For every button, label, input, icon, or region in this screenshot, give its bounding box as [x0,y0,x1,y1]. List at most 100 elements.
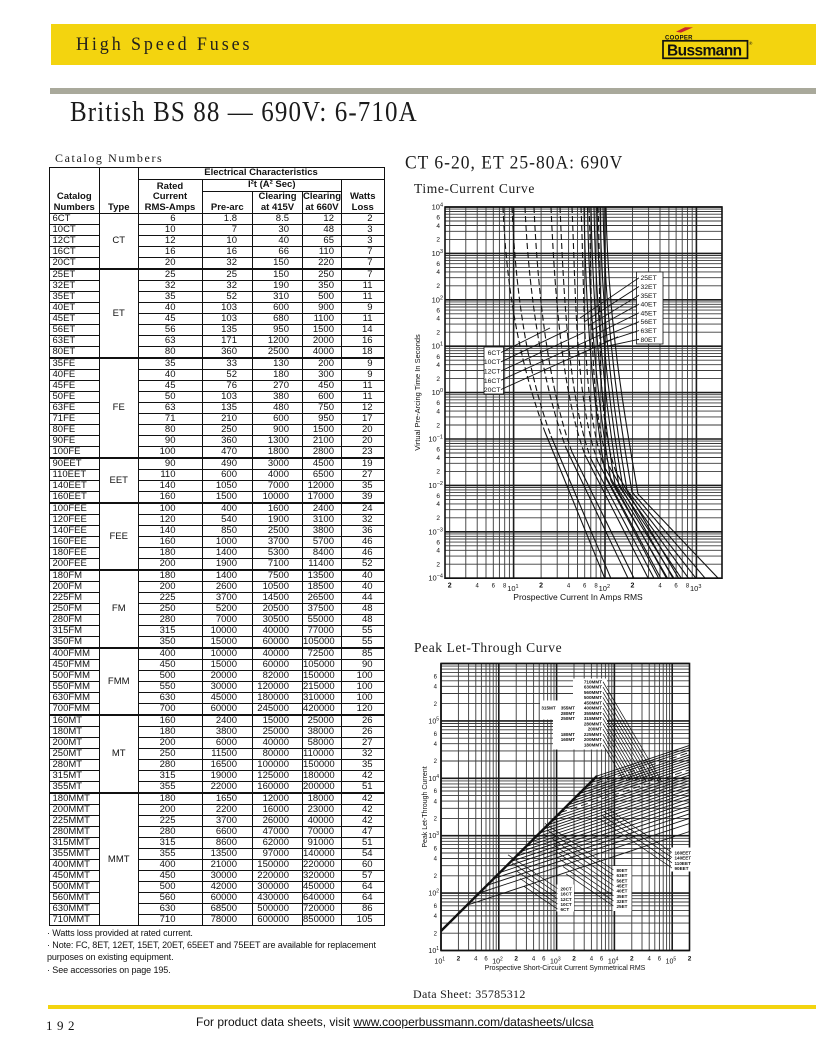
svg-text:®: ® [749,40,753,46]
svg-text:355MT: 355MT [561,706,575,711]
svg-text:10CT: 10CT [484,359,501,366]
svg-text:2: 2 [434,702,438,708]
svg-text:6: 6 [436,215,440,222]
svg-text:45ET: 45ET [641,310,657,317]
svg-text:10−2: 10−2 [428,481,443,490]
svg-text:4: 4 [474,957,478,963]
svg-text:4: 4 [436,269,440,276]
svg-text:2: 2 [630,956,634,963]
svg-text:6: 6 [436,493,440,500]
svg-text:4: 4 [590,957,594,963]
svg-text:6: 6 [492,584,496,590]
svg-text:Virtual Pre-Arcing Time In Sec: Virtual Pre-Arcing Time In Seconds [413,334,422,451]
svg-text:32ET: 32ET [617,899,628,904]
svg-text:4: 4 [476,584,480,590]
svg-text:Peak Let-Through Current: Peak Let-Through Current [422,766,429,847]
svg-text:103: 103 [550,957,561,966]
svg-text:105: 105 [666,957,677,966]
svg-text:104: 104 [608,957,619,966]
svg-text:315MMT: 315MMT [584,716,602,721]
svg-text:56ET: 56ET [641,319,657,326]
svg-text:6: 6 [542,957,546,963]
svg-text:2: 2 [434,817,438,823]
svg-text:8: 8 [594,584,598,590]
svg-text:80ET: 80ET [641,337,657,344]
svg-text:101: 101 [507,584,518,593]
svg-text:4: 4 [434,685,438,691]
svg-text:101: 101 [432,342,443,351]
svg-text:6: 6 [600,957,604,963]
svg-text:102: 102 [432,295,443,304]
svg-text:104: 104 [428,774,439,783]
svg-text:2: 2 [436,283,440,290]
svg-text:35ET: 35ET [617,894,628,899]
svg-text:2: 2 [436,376,440,383]
svg-text:Bussmann: Bussmann [667,43,742,60]
svg-text:63ET: 63ET [617,873,628,878]
svg-text:630MMT: 630MMT [584,685,602,690]
svg-text:25ET: 25ET [617,904,628,909]
svg-text:2: 2 [436,562,440,569]
svg-text:101: 101 [434,957,445,966]
svg-text:4: 4 [436,223,440,230]
svg-text:710MMT: 710MMT [584,679,602,684]
svg-text:2: 2 [436,469,440,476]
svg-text:4: 4 [436,408,440,415]
svg-text:6CT: 6CT [561,907,570,912]
svg-text:6: 6 [436,261,440,268]
svg-text:16CT: 16CT [484,378,501,385]
svg-text:63ET: 63ET [641,328,657,335]
svg-text:280MT: 280MT [561,711,575,716]
svg-text:105: 105 [428,716,439,725]
svg-text:45ET: 45ET [617,884,628,889]
svg-text:80ET: 80ET [617,868,628,873]
svg-text:4: 4 [436,548,440,555]
svg-text:40ET: 40ET [617,889,628,894]
svg-text:250MT: 250MT [561,716,575,721]
svg-text:Prospective Short-Circuit Curr: Prospective Short-Circuit Current Symmet… [485,965,646,972]
svg-text:6: 6 [434,732,438,738]
svg-text:560MMT: 560MMT [584,690,602,695]
svg-text:COOPER: COOPER [665,36,693,42]
svg-text:4: 4 [434,799,438,805]
svg-text:4: 4 [434,742,438,748]
svg-text:180MMT: 180MMT [584,742,602,747]
svg-text:12CT: 12CT [561,897,572,902]
svg-text:6: 6 [436,354,440,361]
svg-text:10−3: 10−3 [428,527,443,536]
svg-text:4: 4 [532,957,536,963]
svg-text:160MT: 160MT [561,737,575,742]
svg-text:2: 2 [631,583,635,590]
svg-text:2: 2 [514,956,518,963]
svg-text:4: 4 [567,584,571,590]
svg-text:102: 102 [492,957,503,966]
svg-text:2: 2 [572,956,576,963]
svg-text:20CT: 20CT [561,887,572,892]
svg-text:200MT: 200MT [588,727,602,732]
svg-text:35ET: 35ET [641,293,657,300]
svg-text:2: 2 [688,956,692,963]
svg-text:180MT: 180MT [561,732,575,737]
svg-text:2: 2 [448,583,452,590]
svg-text:6CT: 6CT [488,350,501,357]
svg-text:315MT: 315MT [541,706,555,711]
svg-text:4: 4 [434,914,438,920]
svg-text:102: 102 [599,584,610,593]
svg-text:103: 103 [690,584,701,593]
svg-text:160EET: 160EET [675,851,692,856]
svg-text:6: 6 [658,957,662,963]
svg-text:4: 4 [436,455,440,462]
svg-text:2: 2 [436,515,440,522]
svg-text:102: 102 [428,889,439,898]
svg-text:6: 6 [434,904,438,910]
svg-text:355MMT: 355MMT [584,711,602,716]
svg-text:400MMT: 400MMT [584,706,602,711]
svg-text:4: 4 [436,362,440,369]
svg-text:10−1: 10−1 [428,435,443,444]
svg-text:16CT: 16CT [561,892,572,897]
svg-text:101: 101 [428,946,439,955]
svg-text:2: 2 [539,583,543,590]
svg-text:104: 104 [432,203,443,212]
svg-text:4: 4 [436,316,440,323]
svg-text:56ET: 56ET [617,878,628,883]
